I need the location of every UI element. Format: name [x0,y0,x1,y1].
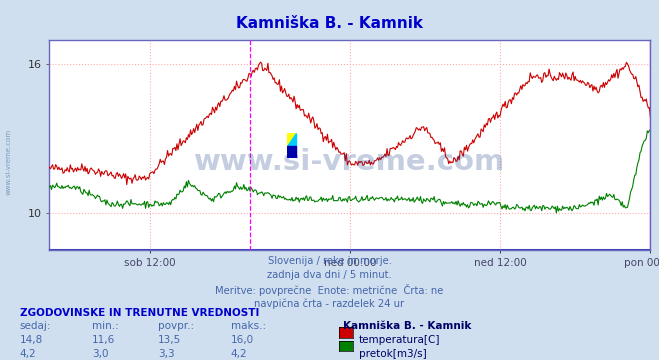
Text: www.si-vreme.com: www.si-vreme.com [194,148,505,176]
Text: ZGODOVINSKE IN TRENUTNE VREDNOSTI: ZGODOVINSKE IN TRENUTNE VREDNOSTI [20,308,259,318]
Text: Kamniška B. - Kamnik: Kamniška B. - Kamnik [236,16,423,31]
Text: 16,0: 16,0 [231,335,254,345]
Text: min.:: min.: [92,321,119,332]
Text: pretok[m3/s]: pretok[m3/s] [359,349,427,359]
Text: temperatura[C]: temperatura[C] [359,335,441,345]
Polygon shape [287,133,296,146]
Text: 4,2: 4,2 [231,349,247,359]
Text: navpična črta - razdelek 24 ur: navpična črta - razdelek 24 ur [254,299,405,309]
Text: 13,5: 13,5 [158,335,181,345]
Polygon shape [287,146,296,158]
Text: 3,3: 3,3 [158,349,175,359]
Text: 3,0: 3,0 [92,349,109,359]
Text: Kamniška B. - Kamnik: Kamniška B. - Kamnik [343,321,471,332]
Text: povpr.:: povpr.: [158,321,194,332]
Text: zadnja dva dni / 5 minut.: zadnja dva dni / 5 minut. [267,270,392,280]
Text: maks.:: maks.: [231,321,266,332]
Text: www.si-vreme.com: www.si-vreme.com [5,129,12,195]
Polygon shape [287,133,296,146]
Text: Meritve: povprečne  Enote: metrične  Črta: ne: Meritve: povprečne Enote: metrične Črta:… [215,284,444,296]
Text: 11,6: 11,6 [92,335,115,345]
Text: sedaj:: sedaj: [20,321,51,332]
Text: 14,8: 14,8 [20,335,43,345]
Text: 4,2: 4,2 [20,349,36,359]
Text: Slovenija / reke in morje.: Slovenija / reke in morje. [268,256,391,266]
